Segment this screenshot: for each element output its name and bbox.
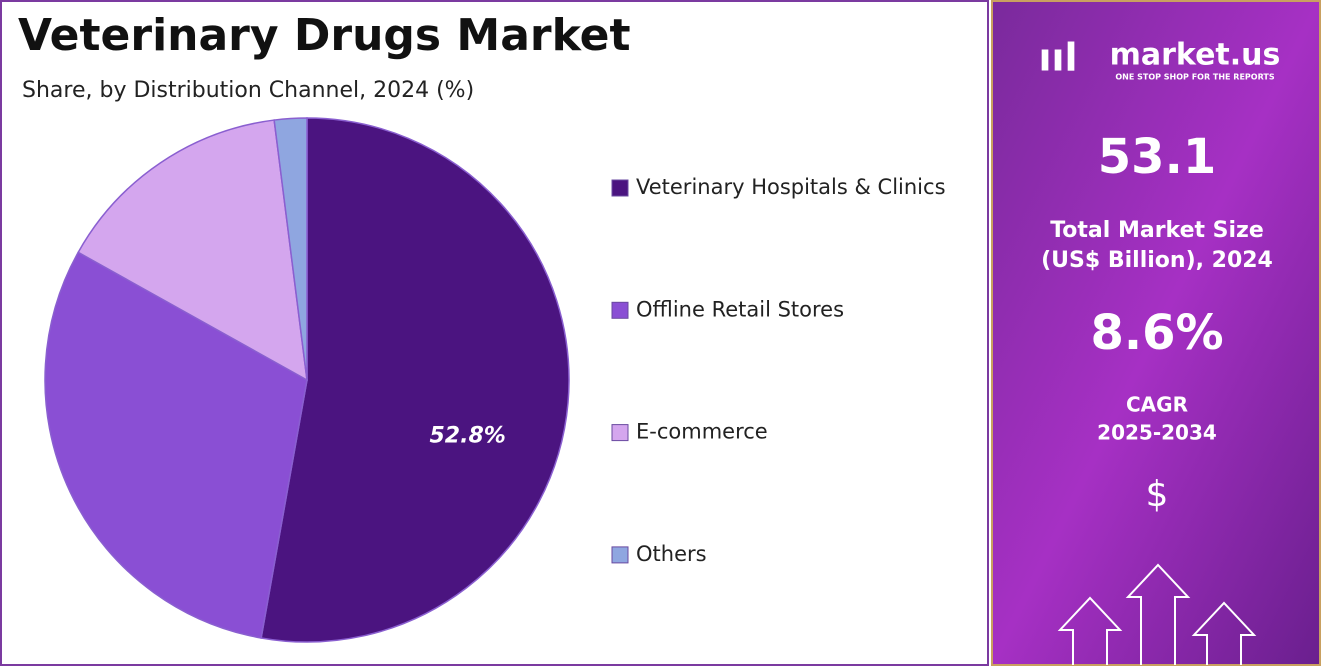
legend-swatch bbox=[611, 179, 629, 197]
pie-slice bbox=[260, 117, 570, 643]
legend-swatch bbox=[611, 546, 629, 564]
legend: Veterinary Hospitals & Clinics Offline Re… bbox=[611, 175, 946, 566]
brand: market.us bbox=[1110, 38, 1281, 73]
side-panel-content: ııl market.us ONE STOP SHOP FOR THE REPO… bbox=[1038, 36, 1280, 516]
legend-label: Others bbox=[636, 542, 707, 566]
pie: 52.8% bbox=[44, 117, 570, 643]
chart-title: Veterinary Drugs Market bbox=[18, 10, 631, 61]
cagr-label: 2025-2034 bbox=[1097, 421, 1217, 445]
arrows-decoration bbox=[1057, 563, 1257, 665]
market-size-label: Total Market Size bbox=[1050, 218, 1264, 243]
legend-label: Veterinary Hospitals & Clinics bbox=[636, 175, 946, 199]
legend-swatch bbox=[611, 301, 629, 319]
side-panel bbox=[991, 0, 1321, 666]
data-label: 52.8% bbox=[430, 423, 506, 448]
dollar-icon: $ bbox=[1146, 474, 1169, 515]
market-size-label: (US$ Billion), 2024 bbox=[1041, 248, 1273, 273]
chart-subtitle: Share, by Distribution Channel, 2024 (%) bbox=[22, 78, 474, 103]
legend-swatch bbox=[611, 424, 629, 442]
pie-slice bbox=[44, 251, 308, 639]
tagline: ONE STOP SHOP FOR THE REPORTS bbox=[1115, 73, 1274, 82]
cagr-label: CAGR bbox=[1126, 393, 1188, 417]
cagr: 8.6% bbox=[1090, 305, 1223, 361]
pie-slice bbox=[77, 119, 308, 382]
legend-label: E-commerce bbox=[636, 420, 768, 444]
legend-label: Offline Retail Stores bbox=[636, 297, 844, 321]
pie-slice bbox=[273, 117, 308, 381]
market-size: 53.1 bbox=[1098, 129, 1216, 185]
logo-icon: ııl bbox=[1038, 36, 1077, 80]
